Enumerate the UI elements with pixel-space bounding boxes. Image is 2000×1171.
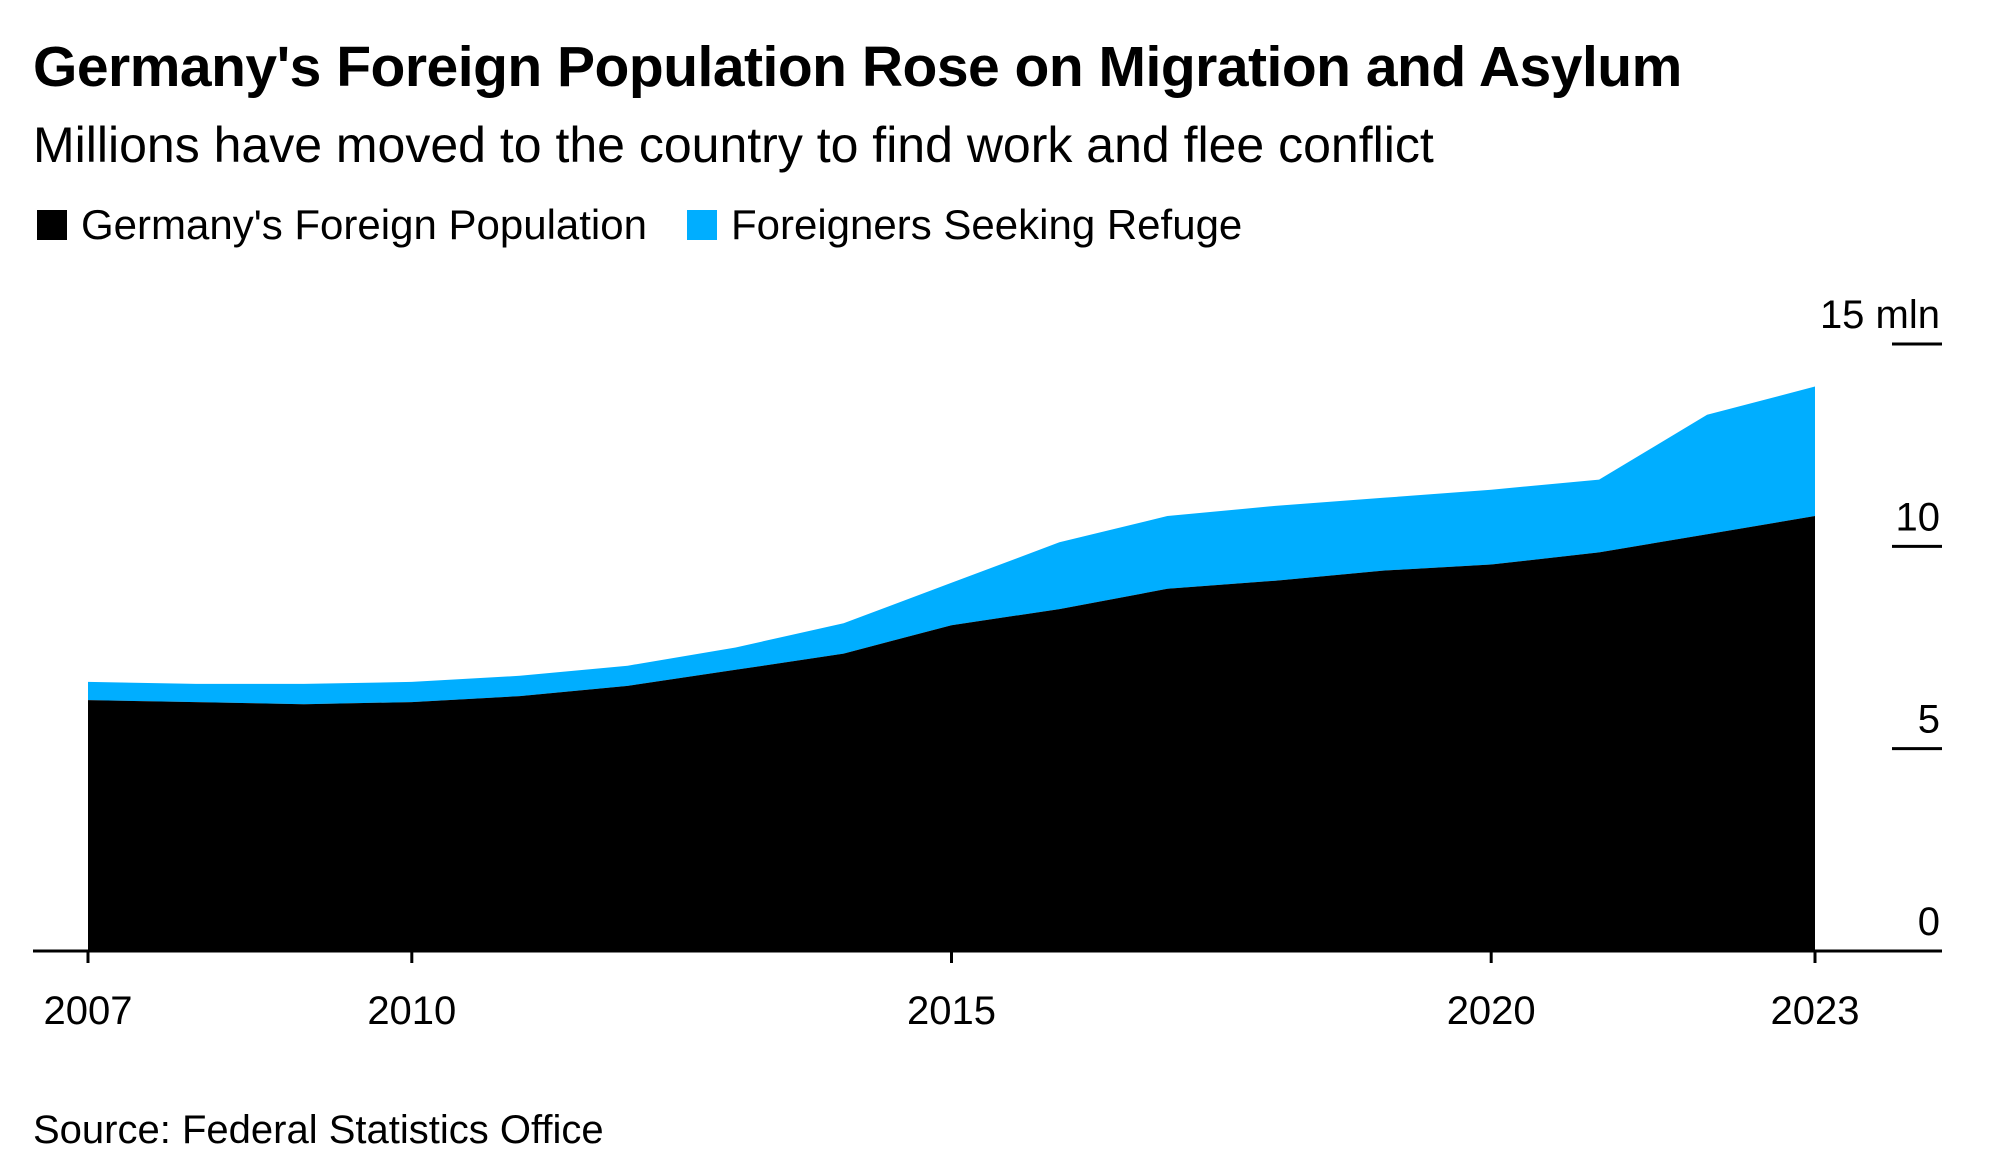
chart-title: Germany's Foreign Population Rose on Mig…	[33, 35, 1682, 99]
legend: Germany's Foreign Population Foreigners …	[37, 201, 1282, 249]
legend-item-refuge: Foreigners Seeking Refuge	[686, 201, 1243, 249]
x-tick-label-2023: 2023	[1771, 989, 1860, 1033]
legend-item-foreign: Germany's Foreign Population	[37, 201, 647, 249]
y-tick-label-5: 5	[1918, 698, 1940, 742]
series-area-foreigners-seeking-refuge	[88, 386, 1815, 705]
x-tick-label-2007: 2007	[44, 989, 133, 1033]
y-tick-label-10: 10	[1896, 495, 1941, 539]
legend-label-refuge: Foreigners Seeking Refuge	[730, 201, 1243, 248]
legend-label-foreign: Germany's Foreign Population	[81, 201, 647, 248]
chart-subtitle: Millions have moved to the country to fi…	[33, 117, 1434, 173]
x-tick-label-2020: 2020	[1447, 989, 1536, 1033]
source-note: Source: Federal Statistics Office	[33, 1108, 604, 1152]
y-tick-label-15: 15 mln	[1820, 293, 1940, 337]
x-tick-label-2010: 2010	[367, 989, 456, 1033]
legend-swatch-refuge	[686, 210, 717, 240]
legend-swatch-foreign	[37, 210, 67, 240]
y-tick-label-0: 0	[1918, 900, 1940, 944]
series-area-foreign-population	[88, 516, 1815, 951]
x-tick-label-2015: 2015	[907, 989, 996, 1033]
